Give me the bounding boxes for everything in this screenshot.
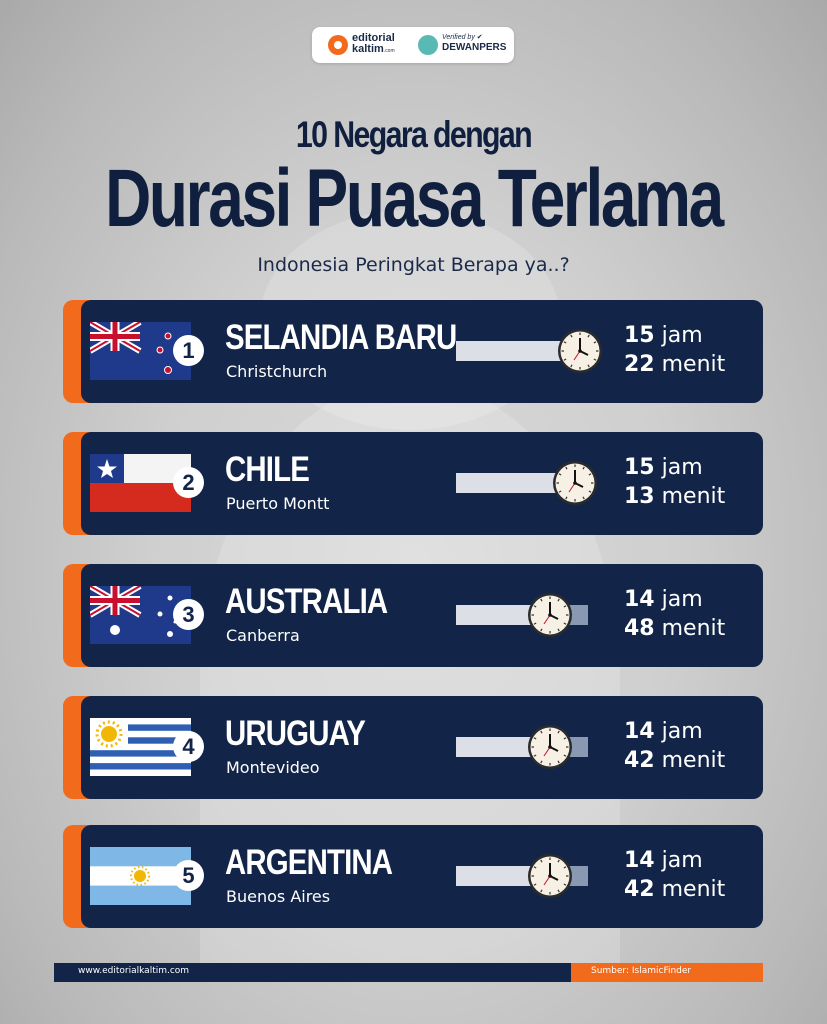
rank-badge: 5 xyxy=(173,860,204,891)
rank-badge: 1 xyxy=(173,335,204,366)
city-name: Christchurch xyxy=(226,362,328,381)
footer-source-panel: Sumber: IslamicFinder xyxy=(571,963,763,982)
duration-text: 15 jam 22 menit xyxy=(624,323,726,377)
country-name: CHILE xyxy=(225,450,310,489)
country-name: SELANDIA BARU xyxy=(225,318,457,357)
website-url: www.editorialkaltim.com xyxy=(78,966,190,976)
row-card: 1 SELANDIA BARU Christchurch 15 jam 22 menit xyxy=(81,300,763,403)
duration-text: 15 jam 13 menit xyxy=(624,455,726,509)
row-card: 2 CHILE Puerto Montt 15 jam 13 menit xyxy=(81,432,763,535)
row-card: 5 ARGENTINA Buenos Aires 14 jam 42 menit xyxy=(81,825,763,928)
editorialkaltim-logo-icon xyxy=(328,35,348,55)
city-name: Buenos Aires xyxy=(226,887,331,906)
clock-icon xyxy=(552,460,598,506)
clock-icon xyxy=(527,724,573,770)
footer-bar: www.editorialkaltim.com Sumber: IslamicF… xyxy=(54,963,763,982)
dewan-pers-logo-icon xyxy=(418,35,438,55)
verified-badge: Verified by ✔ DEWANPERS xyxy=(442,34,507,53)
rank-badge: 4 xyxy=(173,731,204,762)
clock-icon xyxy=(557,328,603,374)
footer-website-panel: www.editorialkaltim.com xyxy=(54,963,571,982)
subtitle: Indonesia Peringkat Berapa ya..? xyxy=(257,254,570,276)
new-zealand-flag-icon xyxy=(90,322,191,380)
country-name: URUGUAY xyxy=(225,714,366,753)
check-icon: ✔ xyxy=(476,34,483,41)
duration-text: 14 jam 48 menit xyxy=(624,587,726,641)
country-name: ARGENTINA xyxy=(225,843,393,882)
clock-icon xyxy=(527,853,573,899)
country-name: AUSTRALIA xyxy=(225,582,388,621)
country-row: 2 CHILE Puerto Montt 15 jam 13 menit xyxy=(63,432,763,535)
city-name: Puerto Montt xyxy=(226,494,330,513)
source-text: Sumber: IslamicFinder xyxy=(591,966,692,976)
country-row: 5 ARGENTINA Buenos Aires 14 jam 42 menit xyxy=(63,825,763,928)
rank-badge: 3 xyxy=(173,599,204,630)
rank-badge: 2 xyxy=(173,467,204,498)
city-name: Canberra xyxy=(226,626,300,645)
country-row: 4 URUGUAY Montevideo 14 jam 42 menit xyxy=(63,696,763,799)
row-card: 4 URUGUAY Montevideo 14 jam 42 menit xyxy=(81,696,763,799)
title-line-1: 10 Negara dengan xyxy=(295,114,533,155)
title-line-2: Durasi Puasa Terlama xyxy=(105,153,724,244)
editorialkaltim-logo-text: editorial kaltim.com xyxy=(352,32,395,55)
row-card: 3 AUSTRALIA Canberra 14 jam 48 menit xyxy=(81,564,763,667)
country-row: 3 AUSTRALIA Canberra 14 jam 48 menit xyxy=(63,564,763,667)
city-name: Montevideo xyxy=(226,758,320,777)
country-row: 1 SELANDIA BARU Christchurch 15 jam 22 menit xyxy=(63,300,763,403)
duration-text: 14 jam 42 menit xyxy=(624,848,726,902)
clock-icon xyxy=(527,592,573,638)
duration-text: 14 jam 42 menit xyxy=(624,719,726,773)
brand-header: editorial kaltim.com Verified by ✔ DEWAN… xyxy=(312,27,514,63)
